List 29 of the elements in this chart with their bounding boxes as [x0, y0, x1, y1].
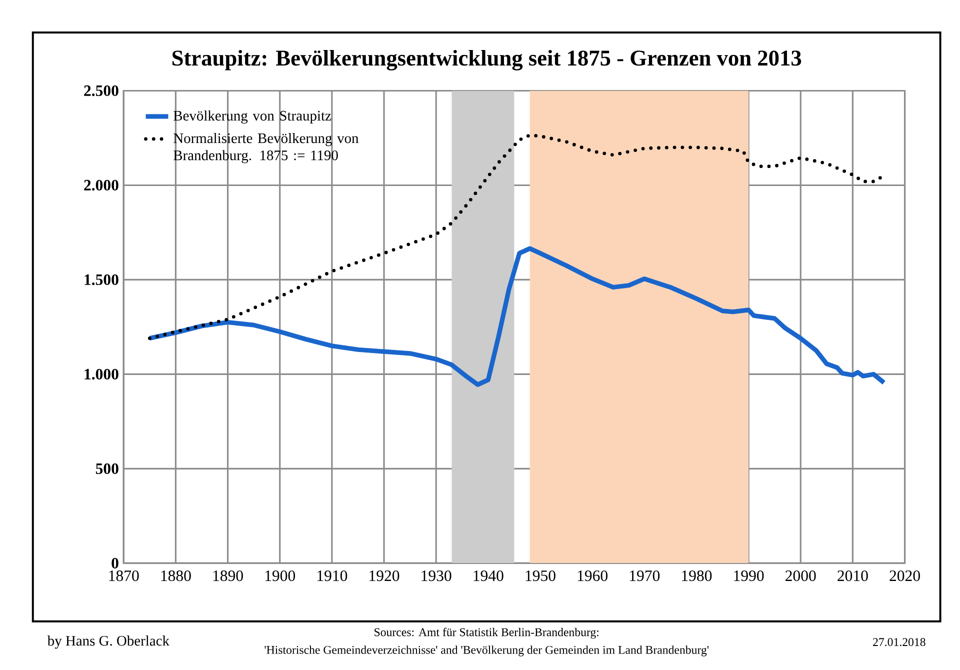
x-tick-label: 1970: [630, 570, 660, 582]
x-tick-label: 1890: [213, 570, 243, 582]
y-tick-label: 500: [96, 464, 118, 474]
chart-title: Straupitz: Bevölkerungsentwicklung seit 1875 - Grenzen von 2013: [172, 50, 802, 71]
x-tick-label: 1930: [422, 570, 452, 582]
x-tick-label: 1910: [318, 570, 348, 582]
x-tick-label: 2020: [890, 570, 920, 582]
legend-label: Bevölkerung von Straupitz: [174, 110, 332, 124]
legend-label: Normalisierte Bevölkerung von Brandenburg. 1875 := 1190: [174, 133, 359, 164]
x-tick-label: 1920: [370, 570, 400, 582]
text: by Hans G. Oberlack: [47, 636, 170, 649]
y-tick-label: 2.500: [84, 86, 118, 96]
y-tick-label: 1.500: [84, 274, 118, 286]
x-tick-label: 1980: [682, 570, 712, 582]
x-tick-label: 2010: [838, 570, 868, 582]
x-tick-label: 1990: [734, 570, 764, 582]
x-tick-label: 1940: [474, 570, 504, 582]
x-tick-label: 2000: [786, 570, 816, 582]
x-tick-label: 1950: [526, 570, 556, 582]
y-tick-label: 2.000: [84, 180, 118, 191]
x-tick-label: 1870: [109, 570, 139, 582]
y-tick-label: 0: [112, 558, 118, 569]
y-tick-label: 1.000: [84, 368, 118, 380]
x-tick-label: 1900: [265, 570, 296, 582]
x-tick-label: 1960: [578, 570, 608, 582]
text: 'Historische Gemeindeverzeichnisse' and 'Bevölkerung der Gemeinden im Land Brandenburg': [264, 646, 709, 656]
x-tick-label: 1880: [161, 570, 191, 582]
text: 27.01.2018: [873, 638, 926, 646]
source-note: Sources: Amt für Statistik Berlin-Brandenburg:: [374, 628, 598, 639]
